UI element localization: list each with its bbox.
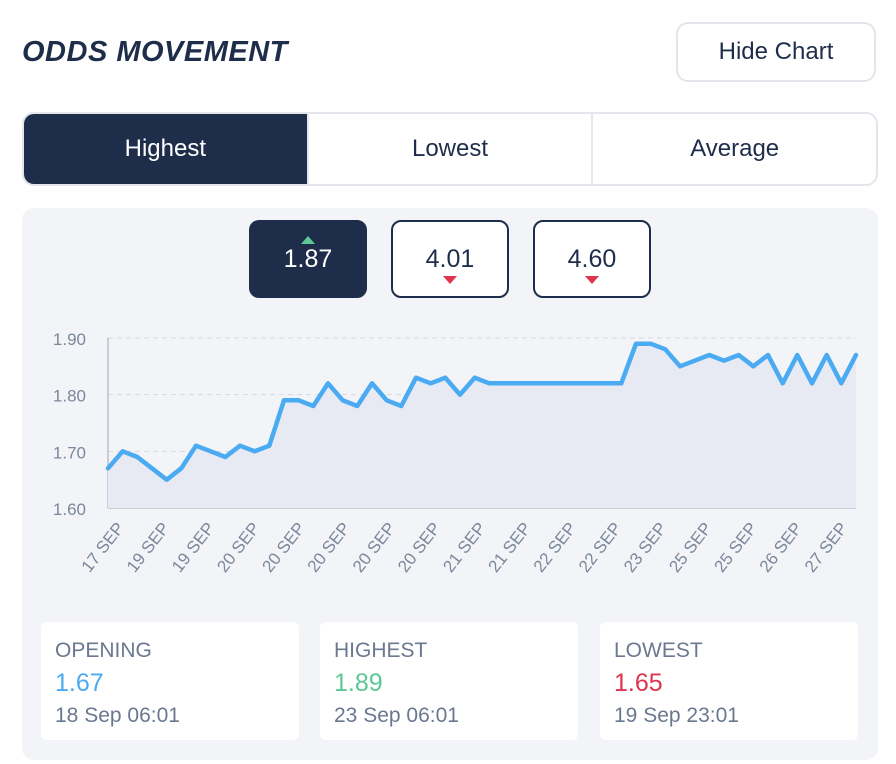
x-tick-label: 23 SEP [620,519,670,576]
tab-lowest[interactable]: Lowest [306,114,592,184]
x-tick-label: 19 SEP [123,519,173,576]
odds-box-3[interactable]: 4.60 [533,220,651,298]
x-tick-label: 22 SEP [575,519,625,576]
x-tick-label: 25 SEP [710,519,760,576]
stat-value: 1.89 [334,669,383,697]
x-tick-label: 20 SEP [349,519,399,576]
y-tick-label: 1.90 [53,330,86,349]
x-tick-label: 21 SEP [484,519,534,576]
tab-average[interactable]: Average [591,114,876,184]
stat-value: 1.67 [55,669,104,697]
x-tick-label: 20 SEP [213,519,263,576]
x-tick-label: 20 SEP [394,519,444,576]
stat-label: OPENING [55,639,152,662]
stat-label: LOWEST [614,639,703,662]
stat-label: HIGHEST [334,639,428,662]
x-tick-label: 20 SEP [304,519,354,576]
stat-value: 1.65 [614,669,663,697]
stat-card-opening: OPENING 1.67 18 Sep 06:01 [41,622,299,740]
odds-value: 4.60 [567,244,617,273]
stat-card-lowest: LOWEST 1.65 19 Sep 23:01 [600,622,858,740]
x-tick-label: 19 SEP [168,519,218,576]
y-tick-label: 1.70 [53,443,86,462]
arrow-up-icon [301,236,315,244]
x-tick-label: 20 SEP [258,519,308,576]
x-tick-label: 17 SEP [78,519,128,576]
series-line [105,341,859,482]
x-tick-label: 21 SEP [439,519,489,576]
y-tick-label: 1.60 [53,500,86,519]
odds-value: 4.01 [425,244,475,273]
odds-type-tabs: Highest Lowest Average [22,112,878,186]
page-title: ODDS MOVEMENT [22,36,288,68]
stat-card-highest: HIGHEST 1.89 23 Sep 06:01 [320,622,578,740]
x-tick-label: 27 SEP [801,519,851,576]
stat-time: 19 Sep 23:01 [614,704,739,727]
y-tick-label: 1.80 [53,387,86,406]
arrow-down-icon [443,276,457,284]
stat-time: 23 Sep 06:01 [334,704,459,727]
x-tick-label: 25 SEP [665,519,715,576]
odds-box-1[interactable]: 1.87 [249,220,367,298]
stat-time: 18 Sep 06:01 [55,704,180,727]
tab-highest[interactable]: Highest [24,114,307,184]
arrow-down-icon [585,276,599,284]
odds-value: 1.87 [283,244,333,273]
hide-chart-button[interactable]: Hide Chart [676,22,876,82]
x-tick-label: 26 SEP [756,519,806,576]
x-tick-label: 22 SEP [530,519,580,576]
odds-box-2[interactable]: 4.01 [391,220,509,298]
area-fill [108,343,856,508]
